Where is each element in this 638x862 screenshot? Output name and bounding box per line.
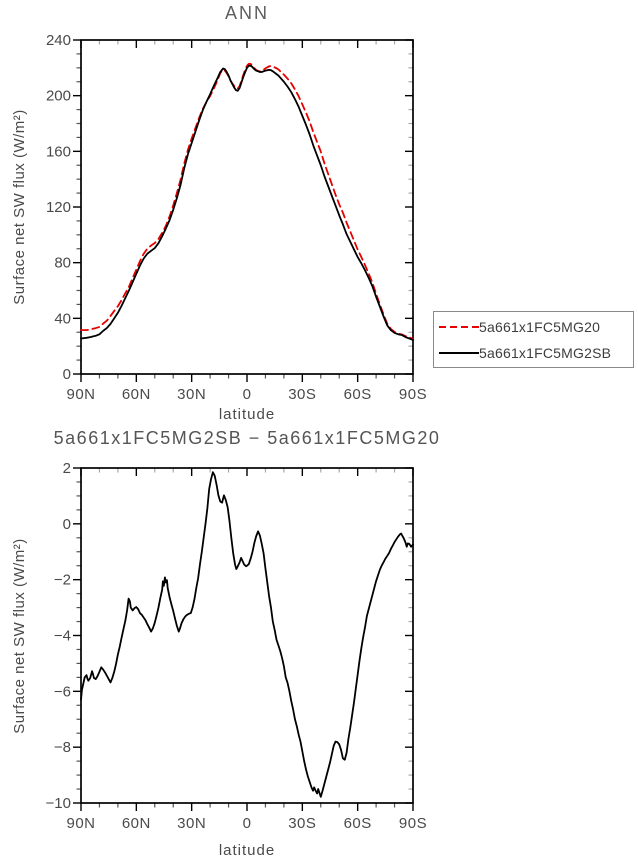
top-x-tick-label: 60N bbox=[122, 386, 151, 403]
top-y-tick-label: 0 bbox=[63, 366, 71, 383]
legend-label-mg2sb: 5a661x1FC5MG2SB bbox=[479, 344, 612, 361]
bottom-y-axis-label: Surface net SW flux (W/m²) bbox=[11, 538, 28, 734]
legend-dashed-red-line-icon bbox=[439, 325, 479, 328]
top-x-tick-label: 0 bbox=[243, 386, 252, 403]
bottom-y-tick-label: −10 bbox=[46, 795, 71, 812]
bottom-x-tick-label: 60S bbox=[344, 815, 372, 832]
top-x-tick-label: 60S bbox=[344, 386, 372, 403]
legend-entry-mg20: 5a661x1FC5MG20 bbox=[434, 314, 633, 340]
bottom-x-tick-label: 30S bbox=[288, 815, 316, 832]
bottom-curve-5a661x1fc5mg2sb-5a661x1fc5mg20 bbox=[80, 471, 414, 798]
top-curve-5a661x1fc5mg2sb bbox=[80, 64, 414, 341]
legend-label-mg20: 5a661x1FC5MG20 bbox=[479, 318, 601, 335]
bottom-x-tick-label: 90S bbox=[399, 815, 427, 832]
top-y-tick-label: 200 bbox=[46, 88, 71, 105]
top-plot-frame bbox=[80, 39, 414, 375]
legend-entry-mg2sb: 5a661x1FC5MG2SB bbox=[434, 340, 633, 366]
top-curve-5a661x1fc5mg20 bbox=[80, 62, 414, 340]
top-y-tick-label: 80 bbox=[54, 255, 71, 272]
bottom-y-tick-label: −2 bbox=[54, 572, 71, 589]
top-y-tick-label: 240 bbox=[46, 32, 71, 49]
bottom-plot-frame bbox=[80, 467, 414, 804]
top-x-tick-label: 30N bbox=[177, 386, 206, 403]
bottom-y-tick-label: 0 bbox=[63, 516, 71, 533]
bottom-y-tick-label: −6 bbox=[54, 683, 71, 700]
bottom-x-tick-label: 30N bbox=[177, 815, 206, 832]
bottom-x-tick-label: 0 bbox=[243, 815, 252, 832]
bottom-chart-title: 5a661x1FC5MG2SB − 5a661x1FC5MG20 bbox=[53, 428, 441, 448]
bottom-x-tick-label: 90N bbox=[66, 815, 95, 832]
bottom-y-tick-label: −8 bbox=[54, 739, 71, 756]
top-y-tick-label: 120 bbox=[46, 199, 71, 216]
top-x-tick-label: 30S bbox=[288, 386, 316, 403]
bottom-x-axis-label: latitude bbox=[218, 842, 276, 859]
top-x-tick-label: 90N bbox=[66, 386, 95, 403]
legend-box: 5a661x1FC5MG20 5a661x1FC5MG2SB bbox=[433, 311, 634, 368]
top-y-tick-label: 40 bbox=[54, 310, 71, 327]
top-y-tick-label: 160 bbox=[46, 143, 71, 160]
top-x-tick-label: 90S bbox=[399, 386, 427, 403]
legend-solid-black-line-icon bbox=[439, 351, 479, 354]
top-y-axis-label: Surface net SW flux (W/m²) bbox=[11, 109, 28, 305]
bottom-y-tick-label: 2 bbox=[63, 460, 71, 477]
top-x-axis-label: latitude bbox=[218, 406, 276, 423]
bottom-x-tick-label: 60N bbox=[122, 815, 151, 832]
bottom-y-tick-label: −4 bbox=[54, 628, 71, 645]
top-chart-title: ANN bbox=[224, 3, 269, 23]
